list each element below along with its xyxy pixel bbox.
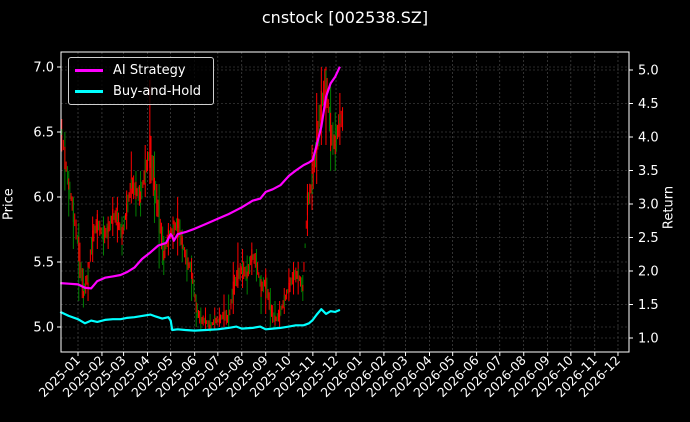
right-tick-label: 3.5 [638, 164, 659, 179]
ai-strategy-line [60, 66, 341, 290]
left-axis-label: Price [2, 188, 17, 220]
right-tick-label: 3.0 [638, 198, 659, 213]
right-tick-label: 4.5 [638, 97, 659, 112]
legend: AI Strategy Buy-and-Hold [68, 57, 214, 105]
right-tick-label: 2.5 [638, 231, 659, 246]
legend-item-buy-and-hold: Buy-and-Hold [75, 82, 201, 100]
legend-swatch-magenta [75, 68, 103, 72]
right-tick-label: 2.0 [638, 265, 659, 280]
chart-title: cnstock [002538.SZ] [261, 8, 429, 27]
left-tick-label: 6.0 [33, 191, 54, 206]
buy-and-hold-line [59, 308, 341, 332]
left-tick-label: 7.0 [33, 61, 54, 76]
legend-label: Buy-and-Hold [113, 83, 202, 99]
left-tick-label: 5.0 [33, 321, 54, 336]
left-tick-label: 5.5 [33, 256, 54, 271]
legend-swatch-cyan [75, 89, 103, 93]
right-tick-label: 4.0 [638, 131, 659, 146]
legend-item-ai-strategy: AI Strategy [75, 61, 186, 79]
right-axis-label: Return [662, 178, 677, 238]
right-tick-label: 5.0 [638, 64, 659, 79]
right-tick-label: 1.5 [638, 298, 659, 313]
left-tick-label: 6.5 [33, 126, 54, 141]
return-lines [59, 66, 341, 332]
legend-label: AI Strategy [113, 62, 186, 78]
right-tick-label: 1.0 [638, 332, 659, 347]
right-axis-return: 1.0 1.5 2.0 2.5 3.0 3.5 4.0 4.5 5.0 [629, 64, 659, 347]
left-axis-label-text: Price [1, 188, 17, 220]
right-axis-label-text: Return [661, 185, 677, 230]
plot-frame [60, 51, 630, 353]
left-axis-price: 5.0 5.5 6.0 6.5 7.0 [33, 61, 61, 336]
price-candles [61, 67, 344, 333]
